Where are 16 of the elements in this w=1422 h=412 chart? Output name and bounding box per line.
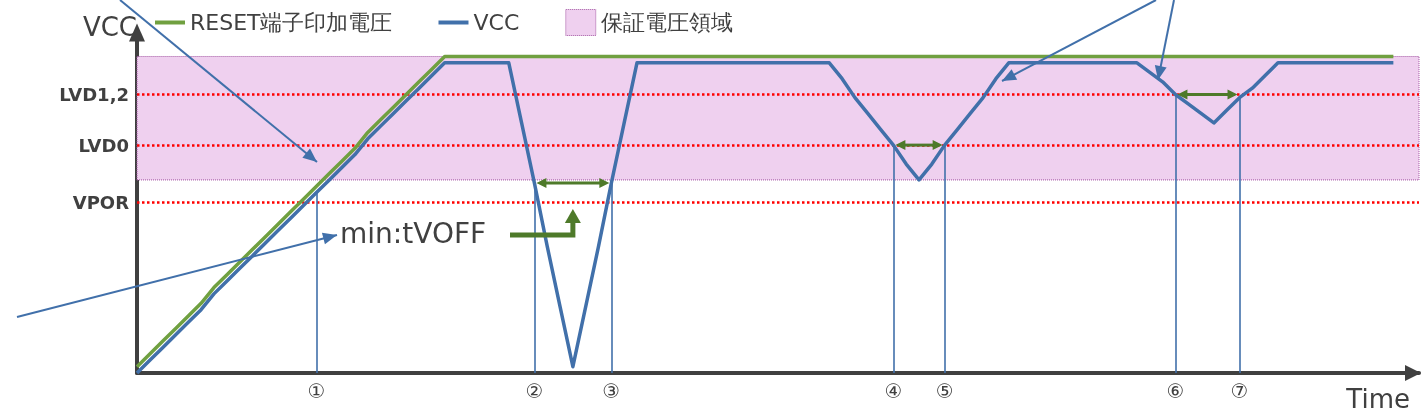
legend-label: RESET端子印加電圧	[190, 10, 393, 35]
x-tick-label: ③	[602, 379, 621, 403]
legend-label: VCC	[473, 10, 520, 35]
ref-line-label: LVD1,2	[59, 83, 129, 105]
legend-label: 保証電圧領域	[600, 10, 733, 35]
x-tick-label: ⑦	[1230, 379, 1249, 403]
x-axis-title: Time	[1345, 384, 1411, 412]
y-axis-title: VCC	[82, 11, 137, 42]
annotation: min:tVOFF	[340, 216, 487, 250]
x-tick-label: ②	[525, 379, 544, 403]
x-tick-label: ⑤	[935, 379, 954, 403]
ref-line-label: VPOR	[72, 191, 130, 213]
x-tick-label: ⑥	[1166, 379, 1185, 403]
x-tick-label: ④	[884, 379, 903, 403]
x-tick-label: ①	[307, 379, 326, 403]
ref-line-label: LVD0	[78, 134, 129, 156]
